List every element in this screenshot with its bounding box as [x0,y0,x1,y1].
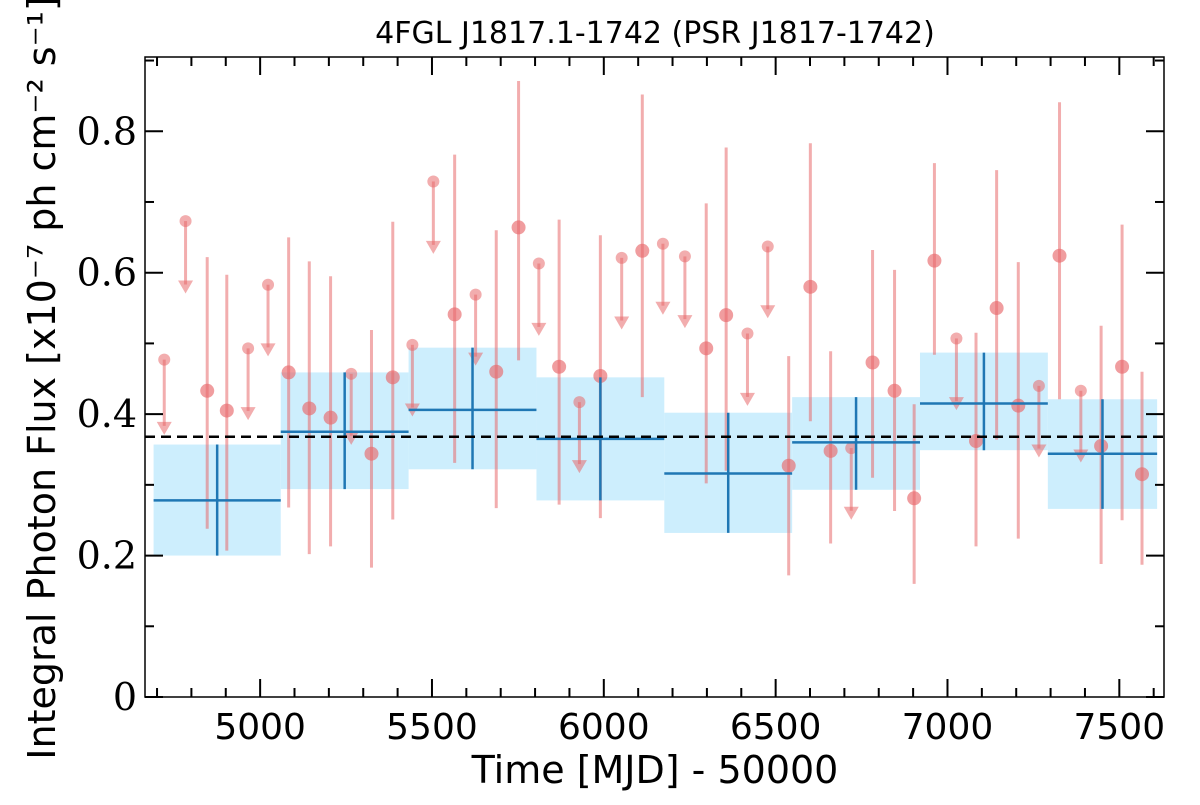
plot-frame [144,56,1165,698]
detection-point-14 [719,308,734,323]
upper-limit-point-8 [532,257,545,270]
detection-point-17 [823,443,838,458]
y-tick-label: 0.2 [77,534,137,578]
upper-limit-point-10 [615,251,628,264]
detection-point-28 [1135,467,1150,482]
detection-point-1 [219,403,234,418]
upper-limit-point-6 [427,175,440,188]
detection-point-13 [699,341,714,356]
x-axis-label: Time [MJD] - 50000 [471,748,839,792]
upper-limit-point-7 [469,288,482,301]
upper-limit-arrowhead-3 [260,343,276,357]
upper-limit-point-4 [345,367,358,380]
upper-limit-arrowhead-10 [614,316,630,330]
detection-point-12 [635,243,650,258]
upper-limit-point-1 [179,215,192,228]
upper-limit-point-15 [845,442,858,455]
detection-point-20 [907,491,922,506]
upper-limit-point-5 [406,338,419,351]
x-tick-label: 5500 [386,707,478,748]
x-tick-label: 6000 [558,707,650,748]
x-tick-label: 5000 [214,707,306,748]
detection-point-24 [1011,398,1026,413]
x-tick-label: 7000 [902,707,994,748]
upper-limit-point-3 [262,278,275,291]
detection-point-27 [1115,359,1130,374]
detection-point-5 [364,446,379,461]
upper-limit-arrowhead-2 [240,407,256,421]
upper-limit-point-11 [656,237,669,250]
upper-limit-point-0 [158,353,171,366]
detection-point-11 [593,368,608,383]
detection-point-18 [865,355,880,370]
detection-point-10 [552,359,567,374]
chart-title: 4FGL J1817.1-1742 (PSR J1817-1742) [375,16,935,51]
upper-limit-arrowhead-9 [571,460,587,474]
detection-point-3 [302,401,317,416]
upper-limit-point-14 [761,240,774,253]
y-tick-label: 0.8 [77,109,137,153]
upper-limit-arrowhead-4 [343,431,359,445]
upper-limit-arrowhead-14 [760,305,776,319]
upper-limit-arrowhead-8 [531,322,547,336]
detection-point-0 [200,383,215,398]
detection-point-2 [281,365,296,380]
detection-point-15 [781,458,796,473]
short-bin-layer [156,81,1150,584]
upper-limit-arrowhead-12 [677,315,693,329]
upper-limit-point-12 [678,250,691,263]
upper-limit-point-2 [242,342,255,355]
y-tick-label: 0.6 [77,251,137,295]
detection-point-4 [323,410,338,425]
detection-point-16 [803,279,818,294]
upper-limit-arrowhead-0 [156,421,172,435]
y-axis-label: Integral Photon Flux [x10⁻⁷ ph cm⁻² s⁻¹] [20,0,64,760]
upper-limit-arrowhead-13 [739,392,755,406]
upper-limit-point-18 [1074,384,1087,397]
detection-point-21 [927,253,942,268]
x-tick-label: 7500 [1074,707,1166,748]
upper-limit-point-16 [950,332,963,345]
long-bin-bands-layer [153,347,1158,556]
upper-limit-point-13 [741,327,754,340]
y-tick-label: 0 [113,675,137,719]
detection-point-19 [887,383,902,398]
detection-point-25 [1052,248,1067,263]
x-tick-label: 6500 [730,707,822,748]
y-tick-label: 0.4 [77,392,137,436]
detection-point-26 [1094,438,1109,453]
detection-point-6 [385,370,400,385]
detection-point-8 [489,364,504,379]
detection-point-9 [511,220,526,235]
upper-limit-arrowhead-15 [843,506,859,520]
long-bin-layer [153,347,1158,556]
upper-limit-arrowhead-6 [425,240,441,254]
upper-limit-arrowhead-1 [178,280,194,294]
upper-limit-arrowhead-17 [1031,444,1047,458]
upper-limit-point-9 [573,396,586,409]
detection-point-7 [447,307,462,322]
axes-layer: 5000 5500 6000 6500 7000 7500 0 0.2 0.4 0.6 0.8 [77,56,1166,748]
detection-point-23 [989,301,1004,316]
upper-limit-point-17 [1032,379,1045,392]
upper-limit-arrowhead-11 [655,301,671,315]
